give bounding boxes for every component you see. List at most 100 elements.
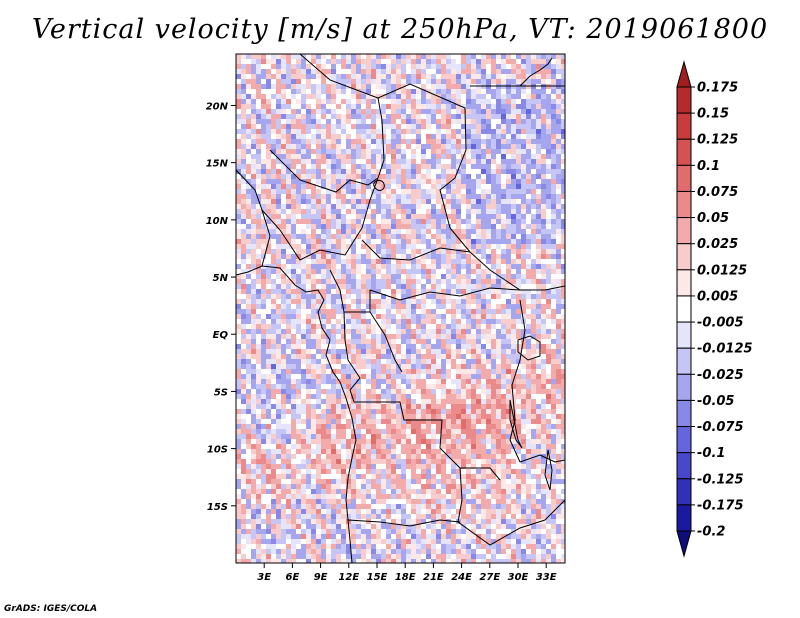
field-cell: [376, 309, 381, 314]
field-cell: [476, 264, 481, 269]
field-cell: [546, 404, 551, 409]
field-cell: [531, 109, 536, 114]
field-cell: [546, 384, 551, 389]
field-cell: [291, 249, 296, 254]
field-cell: [436, 139, 441, 144]
field-cell: [511, 264, 516, 269]
field-cell: [521, 74, 526, 79]
field-cell: [466, 229, 471, 234]
field-cell: [276, 349, 281, 354]
field-cell: [396, 109, 401, 114]
field-cell: [546, 224, 551, 229]
field-cell: [236, 119, 241, 124]
field-cell: [516, 179, 521, 184]
field-cell: [556, 279, 561, 284]
field-cell: [506, 189, 511, 194]
field-cell: [256, 109, 261, 114]
field-cell: [506, 74, 511, 79]
field-cell: [311, 194, 316, 199]
field-cell: [456, 349, 461, 354]
field-cell: [451, 199, 456, 204]
field-cell: [266, 74, 271, 79]
field-cell: [336, 104, 341, 109]
field-cell: [431, 119, 436, 124]
field-cell: [306, 369, 311, 374]
field-cell: [506, 419, 511, 424]
field-cell: [306, 84, 311, 89]
field-cell: [536, 344, 541, 349]
field-cell: [336, 84, 341, 89]
field-cell: [476, 59, 481, 64]
field-cell: [546, 159, 551, 164]
field-cell: [251, 64, 256, 69]
field-cell: [431, 289, 436, 294]
field-cell: [481, 334, 486, 339]
field-cell: [356, 144, 361, 149]
field-cell: [476, 414, 481, 419]
field-cell: [261, 169, 266, 174]
field-cell: [251, 149, 256, 154]
field-cell: [301, 99, 306, 104]
field-cell: [416, 124, 421, 129]
field-cell: [496, 324, 501, 329]
field-cell: [286, 284, 291, 289]
field-cell: [381, 419, 386, 424]
field-cell: [351, 94, 356, 99]
field-cell: [376, 224, 381, 229]
field-cell: [326, 204, 331, 209]
field-cell: [426, 339, 431, 344]
field-cell: [476, 144, 481, 149]
field-cell: [336, 129, 341, 134]
field-cell: [306, 204, 311, 209]
field-cell: [346, 144, 351, 149]
field-cell: [501, 69, 506, 74]
field-cell: [431, 284, 436, 289]
field-cell: [531, 319, 536, 324]
field-cell: [236, 249, 241, 254]
field-cell: [296, 209, 301, 214]
field-cell: [361, 384, 366, 389]
field-cell: [486, 69, 491, 74]
field-cell: [406, 149, 411, 154]
field-cell: [296, 254, 301, 259]
field-cell: [426, 259, 431, 264]
field-cell: [306, 174, 311, 179]
field-cell: [471, 229, 476, 234]
field-cell: [441, 224, 446, 229]
field-cell: [421, 319, 426, 324]
field-cell: [556, 264, 561, 269]
field-cell: [516, 184, 521, 189]
field-cell: [341, 199, 346, 204]
field-cell: [286, 189, 291, 194]
field-cell: [241, 174, 246, 179]
field-cell: [291, 104, 296, 109]
field-cell: [526, 259, 531, 264]
field-cell: [431, 394, 436, 399]
field-cell: [331, 99, 336, 104]
field-cell: [241, 399, 246, 404]
field-cell: [546, 144, 551, 149]
field-cell: [256, 174, 261, 179]
field-cell: [296, 249, 301, 254]
field-cell: [286, 239, 291, 244]
field-cell: [511, 104, 516, 109]
field-cell: [406, 74, 411, 79]
field-cell: [371, 294, 376, 299]
field-cell: [391, 374, 396, 379]
field-cell: [401, 194, 406, 199]
field-cell: [436, 409, 441, 414]
field-cell: [386, 224, 391, 229]
field-cell: [311, 309, 316, 314]
field-cell: [506, 229, 511, 234]
field-cell: [551, 299, 556, 304]
field-cell: [281, 354, 286, 359]
field-cell: [371, 224, 376, 229]
field-cell: [306, 399, 311, 404]
field-cell: [381, 104, 386, 109]
field-cell: [426, 59, 431, 64]
field-cell: [421, 289, 426, 294]
field-cell: [296, 329, 301, 334]
field-cell: [431, 154, 436, 159]
field-cell: [516, 169, 521, 174]
field-cell: [466, 359, 471, 364]
